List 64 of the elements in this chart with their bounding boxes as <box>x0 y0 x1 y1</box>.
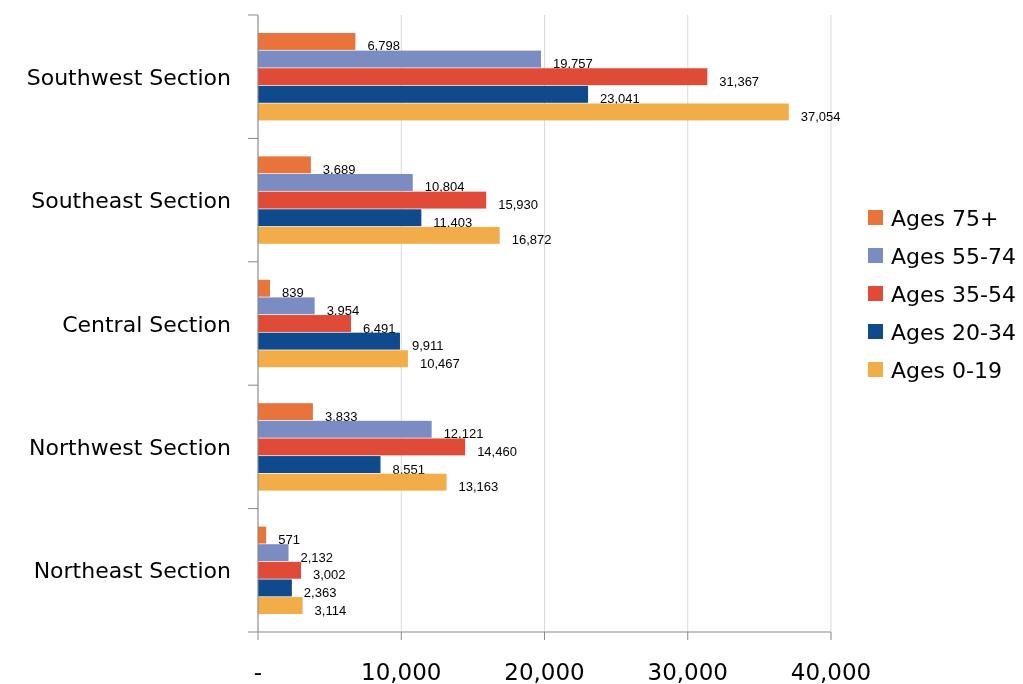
data-label: 2,132 <box>300 549 334 565</box>
bar <box>258 279 271 297</box>
data-label: 15,930 <box>498 197 538 213</box>
data-label: 12,121 <box>443 426 484 442</box>
data-label: 6,798 <box>367 38 400 54</box>
data-label: 3,954 <box>326 302 360 318</box>
bar <box>258 420 432 438</box>
bar <box>258 174 413 191</box>
legend-label: Ages 0-19 <box>891 358 1002 383</box>
bar <box>258 579 292 597</box>
data-label: 11,403 <box>433 214 473 230</box>
data-label: 3,002 <box>313 567 346 583</box>
data-label: 13,163 <box>458 479 499 495</box>
data-label: 23,041 <box>600 91 640 107</box>
data-label: 10,467 <box>419 355 460 371</box>
bar <box>258 156 311 174</box>
bar <box>258 315 351 332</box>
data-label: 2,363 <box>303 584 337 600</box>
bar <box>258 473 447 491</box>
y-tick-label: Northwest Section <box>29 434 231 460</box>
data-label: 571 <box>278 532 300 548</box>
x-tick-label: 10,000 <box>361 659 442 684</box>
data-label: 14,460 <box>477 443 517 459</box>
bar <box>258 544 289 562</box>
bar <box>258 561 301 579</box>
bar <box>258 403 313 421</box>
data-label: 3,689 <box>322 161 356 177</box>
bar <box>258 332 400 350</box>
bar <box>258 597 303 615</box>
bar <box>258 191 487 209</box>
data-label: 839 <box>282 285 304 301</box>
bar <box>258 350 408 368</box>
data-label: 3,114 <box>314 602 347 618</box>
bar <box>258 50 542 68</box>
data-label: 16,872 <box>511 232 552 248</box>
legend-label: Ages 20-34 <box>891 320 1016 345</box>
bar <box>258 438 466 456</box>
data-label: 9,911 <box>411 338 444 354</box>
data-label: 19,757 <box>553 56 593 72</box>
data-label: 37,054 <box>800 108 841 124</box>
bar <box>258 456 381 473</box>
bar <box>258 226 500 244</box>
bar <box>258 85 589 103</box>
bar <box>258 32 356 50</box>
x-tick-label: 30,000 <box>647 659 728 684</box>
y-tick-label: Southeast Section <box>31 188 231 214</box>
x-tick-label: 40,000 <box>790 659 872 684</box>
y-tick-label: Central Section <box>62 311 231 337</box>
y-tick-label: Northeast Section <box>33 558 231 584</box>
data-label: 6,491 <box>362 320 396 336</box>
bar <box>258 209 422 227</box>
bar <box>258 297 315 315</box>
bar <box>258 68 708 86</box>
bar <box>258 103 789 121</box>
data-label: 10,804 <box>424 179 465 195</box>
x-tick-label: - <box>253 659 263 684</box>
legend-label: Ages 55-74 <box>891 244 1016 269</box>
y-tick-label: Southwest Section <box>26 64 231 90</box>
data-label: 3,833 <box>324 408 358 424</box>
legend-label: Ages 75+ <box>891 206 999 231</box>
data-label: 8,551 <box>392 461 426 477</box>
legend-label: Ages 35-54 <box>891 282 1016 307</box>
data-label: 31,367 <box>719 73 760 89</box>
x-tick-label: 20,000 <box>504 659 585 684</box>
